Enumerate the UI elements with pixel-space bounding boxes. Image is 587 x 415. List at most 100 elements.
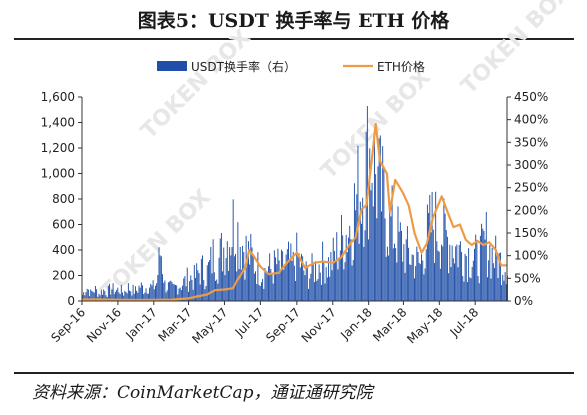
usdt-bar (378, 138, 380, 301)
usdt-bar (178, 288, 180, 301)
usdt-bar (193, 264, 195, 301)
usdt-bar (172, 283, 174, 301)
usdt-bar (408, 247, 410, 301)
usdt-bar (156, 283, 158, 301)
legend-swatch-usdt (157, 61, 187, 71)
usdt-bar (253, 273, 255, 301)
usdt-bar (372, 206, 374, 301)
usdt-bar (91, 290, 93, 301)
left-tick-label: 1,400 (41, 116, 75, 130)
usdt-bar (136, 290, 138, 301)
usdt-bar (99, 295, 101, 301)
usdt-bar (486, 277, 488, 301)
left-tick-label: 1,200 (41, 141, 75, 155)
usdt-bar (190, 275, 192, 301)
usdt-bar (117, 287, 119, 301)
usdt-bar (297, 256, 299, 301)
usdt-bar (105, 295, 107, 301)
usdt-bar (207, 262, 209, 301)
usdt-bar (92, 291, 94, 301)
usdt-bar (430, 232, 432, 301)
usdt-bar (343, 269, 345, 301)
usdt-bar (130, 291, 132, 301)
usdt-bar (435, 191, 437, 301)
right-tick-label: 100% (514, 249, 548, 263)
usdt-bar (164, 280, 166, 301)
usdt-bar (358, 243, 360, 301)
usdt-bar (485, 211, 487, 301)
usdt-bar (375, 174, 377, 301)
usdt-bar (325, 267, 327, 301)
usdt-bar (290, 243, 292, 301)
usdt-bar (384, 218, 386, 301)
usdt-bar (437, 250, 439, 301)
usdt-bar (404, 272, 406, 301)
usdt-bar (223, 247, 225, 301)
usdt-bar (324, 283, 326, 301)
usdt-bar (233, 256, 235, 301)
usdt-bar (472, 260, 474, 301)
usdt-bar (449, 244, 451, 301)
usdt-bar (143, 294, 145, 301)
usdt-bar (109, 283, 111, 301)
usdt-bar (235, 253, 236, 301)
usdt-bar (463, 281, 465, 301)
usdt-bar (417, 251, 419, 301)
usdt-bar (126, 293, 128, 301)
usdt-bar (104, 291, 106, 301)
usdt-bar (329, 276, 331, 301)
usdt-bar (489, 244, 491, 301)
usdt-bar (424, 268, 426, 301)
usdt-bar (504, 272, 506, 301)
x-tick-label: Sep-17 (263, 305, 303, 345)
usdt-bar (488, 260, 490, 301)
usdt-bar (452, 258, 454, 301)
usdt-bar (355, 210, 357, 301)
usdt-bar (364, 230, 366, 301)
usdt-bar (421, 254, 423, 301)
usdt-bar (176, 285, 178, 301)
usdt-bar (454, 263, 455, 301)
usdt-bar (477, 275, 479, 301)
usdt-bar (310, 273, 312, 301)
usdt-bar (359, 201, 361, 301)
usdt-bar (339, 250, 341, 301)
usdt-bar (345, 234, 347, 301)
usdt-bar (471, 266, 473, 301)
bar-series (82, 106, 508, 301)
usdt-bar (385, 256, 387, 301)
usdt-bar (353, 183, 355, 301)
usdt-bar (277, 248, 279, 301)
usdt-bar (229, 247, 231, 301)
usdt-bar (100, 289, 102, 301)
usdt-bar (85, 292, 87, 301)
usdt-bar (191, 279, 193, 301)
usdt-bar (138, 285, 140, 301)
usdt-bar (338, 257, 340, 301)
usdt-bar (116, 289, 118, 301)
usdt-bar (468, 248, 470, 301)
usdt-bar (218, 257, 220, 301)
usdt-bar (160, 256, 162, 301)
usdt-bar (311, 253, 313, 301)
usdt-bar (197, 270, 199, 301)
usdt-bar (259, 285, 261, 301)
right-tick-label: 150% (514, 226, 548, 240)
usdt-bar (133, 293, 135, 301)
usdt-bar (383, 168, 385, 301)
usdt-bar (90, 289, 92, 301)
right-tick-label: 50% (514, 271, 541, 285)
usdt-bar (459, 241, 461, 301)
usdt-bar (410, 265, 412, 301)
usdt-bar (152, 280, 154, 301)
x-tick-label: May-18 (404, 305, 445, 346)
usdt-bar (337, 269, 339, 301)
usdt-bar (351, 265, 353, 301)
x-tick-label: Jan-18 (337, 305, 375, 343)
left-tick-label: 1,000 (41, 167, 75, 181)
right-tick-label: 250% (514, 181, 548, 195)
usdt-bar (436, 241, 438, 301)
usdt-bar (502, 274, 504, 301)
usdt-bar (496, 254, 498, 301)
usdt-bar (257, 252, 259, 301)
